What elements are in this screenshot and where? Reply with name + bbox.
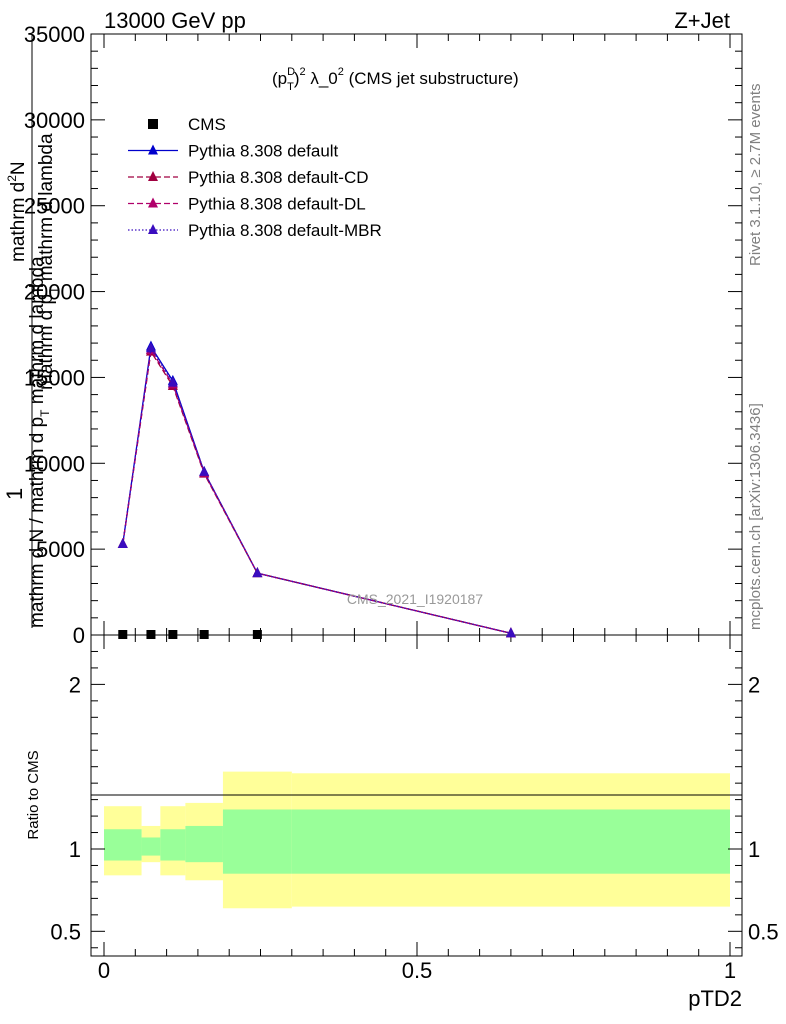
main-ytick-label: 5000 [36,537,85,562]
main-axis-ticks: 0 5000 10000 15000 20000 25000 30000 35000 [24,22,742,648]
legend: CMS Pythia 8.308 default Pythia 8.308 defa… [128,115,382,240]
y-label-top-numerator: mathrm d2N [5,161,29,262]
title-paren: ) [294,69,300,88]
header-energy: 13000 GeV pp [104,8,246,33]
legend-label: Pythia 8.308 default-MBR [188,221,382,240]
title-rest: λ_0 [306,69,338,88]
main-ytick-label: 25000 [24,194,85,219]
y-topden-d: mathrm d p [36,294,57,390]
cms-data-point [252,630,262,639]
series-marker-3 [145,342,156,353]
ratio-y-label: Ratio to CMS [25,750,42,839]
legend-label: Pythia 8.308 default [188,142,339,161]
ratio-stat-band-3 [185,825,223,863]
main-ytick-label: 30000 [24,108,85,133]
cms-data-point [146,630,156,639]
legend-marker-triangle [148,197,158,208]
series-line-3 [122,346,512,634]
y-label-top-denominator: mathrm d pT mathrm d lambda [36,133,61,390]
rivet-label: Rivet 3.1.10, ≥ 2.7M events [747,84,764,267]
series-marker-3 [252,567,263,578]
legend-marker-triangle [148,171,158,181]
y-denom-sub: T [38,409,52,417]
title-sub-t: T [287,81,294,93]
xtick-label: 1 [724,958,736,983]
ratio-axis-ticks: 0.5 0.5 1 1 2 2 [50,650,779,949]
main-ytick-label: 15000 [24,365,85,390]
series-marker-3 [117,537,128,548]
ratio-ytick-label-right: 1 [748,837,760,862]
title-sup-2: 2 [299,66,305,78]
ratio-uncertainty-bands [104,771,730,909]
title-prefix: (p [272,69,287,88]
ratio-ytick-label-left: 1 [69,837,81,862]
plot-title: (pD T)2 λ_02 (CMS jet substructure) [272,66,519,93]
ratio-stat-band-5 [291,809,730,874]
analysis-watermark: CMS_2021_I1920187 [347,591,483,607]
title-sup-d: D [287,66,295,78]
legend-label: CMS [188,115,226,134]
header-process: Z+Jet [674,8,730,33]
legend-label: Pythia 8.308 default-DL [188,195,366,214]
y-top-n: N [8,161,29,175]
main-ytick-label: 35000 [24,22,85,47]
main-ytick-label: 10000 [24,451,85,476]
title-rest-sup: 2 [338,66,344,78]
mcplots-label: mcplots.cern.ch [arXiv:1306.3436] [747,403,764,630]
ratio-ytick-label-left: 0.5 [50,919,81,944]
x-axis-label: pTD2 [688,986,742,1011]
ratio-ytick-label-left: 2 [69,672,81,697]
y-top-d: mathrm d [8,182,29,262]
ratio-ytick-label-right: 0.5 [748,919,779,944]
cms-data-point [168,630,178,639]
main-ytick-label: 0 [73,623,85,648]
main-ytick-label: 20000 [24,280,85,305]
ratio-stat-band-1 [141,837,161,856]
legend-label: Pythia 8.308 default-CD [188,168,369,187]
legend-marker-triangle [148,224,158,234]
x-axis-ticks: 0 0.5 1 [98,34,736,983]
y-denom-part2: mathrm d lambda [27,256,48,410]
series-marker-3 [167,376,178,387]
y-denom-part1: mathrm d N / mathrm d p [27,417,48,628]
cms-data-points [118,630,262,639]
y-topden-rest: mathrm d lambda [36,133,57,287]
ratio-stat-band-4 [222,809,292,874]
y-topden-sub: T [47,286,61,294]
legend-marker-square [148,119,158,129]
legend-marker-triangle [148,144,158,155]
y-label-denominator: mathrm d N / mathrm d pT mathrm d lambda [27,256,52,628]
cms-data-point [199,630,209,639]
main-y-label: 1 mathrm d N / mathrm d pT mathrm d lamb… [2,34,61,628]
ratio-stat-band-2 [160,829,186,861]
series-lines [117,340,516,638]
series-marker-3 [505,627,516,638]
xtick-label: 0 [98,958,110,983]
y-label-numerator: 1 [2,488,27,500]
y-top-sup: 2 [5,175,19,182]
cms-data-point [118,630,128,639]
ratio-stat-band-0 [104,829,142,861]
title-tail: (CMS jet substructure) [344,69,519,88]
series-marker-3 [199,465,210,476]
xtick-label: 0.5 [402,958,433,983]
ratio-ytick-label-right: 2 [748,672,760,697]
